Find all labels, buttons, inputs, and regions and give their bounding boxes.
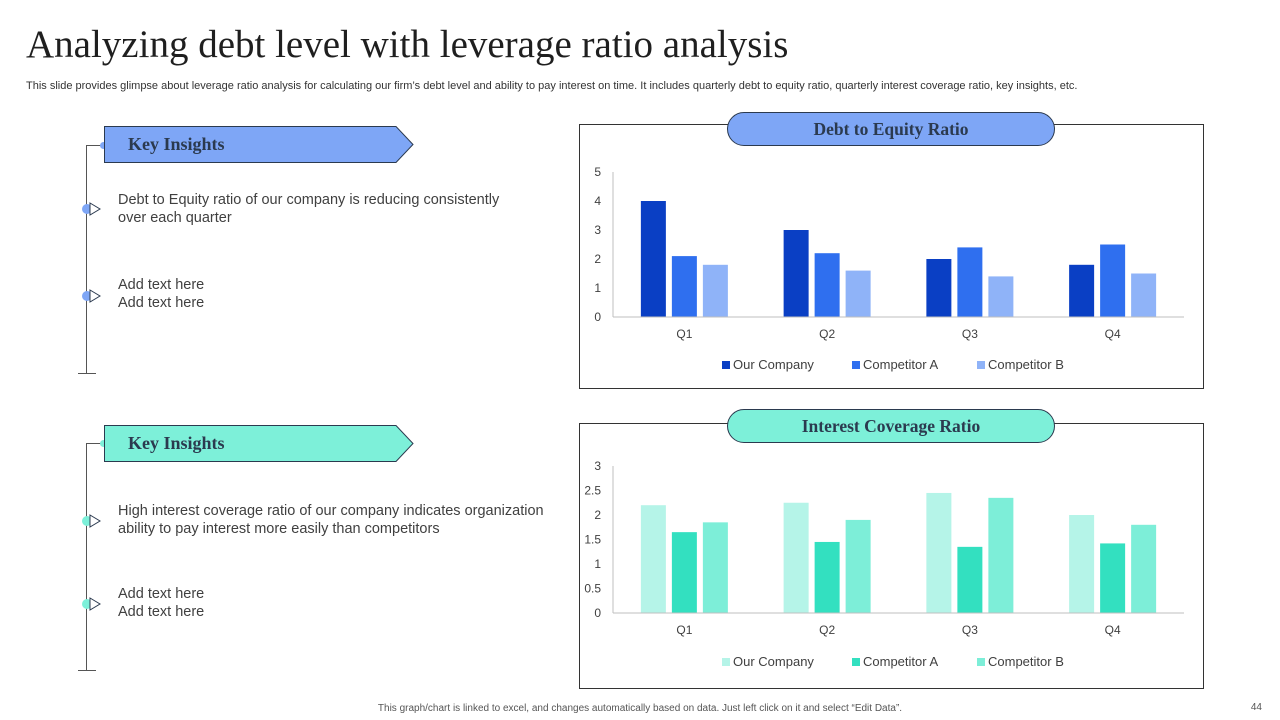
y-tick-label: 1.5: [584, 533, 601, 547]
timeline-line: [86, 145, 87, 374]
timeline-end-cap: [78, 373, 96, 374]
bar-our-company-q4: [1069, 515, 1095, 613]
y-tick-label: 0: [594, 310, 601, 324]
bullet-arrow-icon: [80, 596, 102, 612]
bar-competitor-a-q4: [1100, 543, 1126, 613]
bar-competitor-b-q2: [845, 519, 871, 613]
y-tick-label: 3: [594, 223, 601, 237]
legend-label: Our Company: [733, 357, 814, 372]
x-tick-label: Q3: [962, 327, 978, 341]
bar-competitor-b-q1: [702, 264, 728, 317]
legend-swatch: [977, 361, 985, 369]
interest-coverage-chart: 0 0.5 1 1.5 2 2.5 3 Q1 Q2 Q3 Q4 Our Company Competit…: [584, 459, 1184, 669]
page-number: 44: [1250, 702, 1262, 713]
legend-label: Our Company: [733, 654, 814, 669]
timeline-end-cap: [78, 670, 96, 671]
y-tick-label: 1: [594, 281, 601, 295]
bar-competitor-a-q3: [957, 247, 983, 317]
legend-swatch: [852, 658, 860, 666]
x-tick-label: Q3: [962, 623, 978, 637]
bar-competitor-a-q2: [814, 541, 840, 613]
x-tick-label: Q4: [1105, 327, 1121, 341]
page-subtitle: This slide provides glimpse about levera…: [26, 80, 1078, 92]
banner-shape: [104, 425, 414, 462]
x-tick-label: Q2: [819, 623, 835, 637]
bar-competitor-a-q3: [957, 546, 983, 613]
bar-our-company-q2: [783, 230, 809, 317]
debt-equity-chart: 0 1 2 3 4 5 Q1 Q2 Q3 Q4 Our Company Competitor A Com…: [594, 165, 1184, 372]
banner-label: Key Insights: [128, 433, 225, 453]
bar-our-company-q2: [783, 502, 809, 613]
key-insights-banner: Key Insights: [104, 425, 414, 462]
bar-competitor-b-q3: [988, 276, 1014, 317]
insight-text: Add text here Add text here: [118, 586, 205, 620]
y-tick-label: 0: [594, 606, 601, 620]
timeline-line: [86, 443, 87, 671]
bar-competitor-a-q1: [671, 532, 697, 613]
bar-our-company-q3: [926, 259, 952, 317]
y-tick-label: 1: [594, 557, 601, 571]
bar-competitor-b-q2: [845, 270, 871, 317]
legend-swatch: [852, 361, 860, 369]
bar-competitor-a-q4: [1100, 244, 1126, 317]
timeline-node: [100, 142, 107, 149]
y-tick-label: 5: [594, 165, 601, 179]
bar-our-company-q1: [640, 201, 666, 317]
x-tick-label: Q2: [819, 327, 835, 341]
y-tick-label: 2: [594, 252, 601, 266]
x-tick-label: Q1: [676, 327, 692, 341]
banner-label: Key Insights: [128, 134, 225, 154]
bar-competitor-b-q4: [1131, 524, 1157, 613]
bar-competitor-b-q3: [988, 497, 1014, 613]
bullet-arrow-icon: [80, 201, 102, 217]
y-tick-label: 0.5: [584, 582, 601, 596]
timeline-connector: [86, 443, 104, 444]
timeline-connector: [86, 145, 104, 146]
legend-swatch: [977, 658, 985, 666]
y-tick-label: 2: [594, 508, 601, 522]
chart-title: Debt to Equity Ratio: [727, 112, 1055, 146]
x-tick-label: Q4: [1105, 623, 1121, 637]
bar-competitor-b-q4: [1131, 273, 1157, 317]
legend-label: Competitor B: [988, 654, 1064, 669]
y-tick-label: 2.5: [584, 484, 601, 498]
bar-our-company-q3: [926, 492, 952, 613]
insight-text: Add text here Add text here: [118, 277, 205, 311]
bar-our-company-q1: [640, 505, 666, 613]
bullet-arrow-icon: [80, 288, 102, 304]
x-tick-label: Q1: [676, 623, 692, 637]
bullet-arrow-icon: [80, 513, 102, 529]
bar-competitor-b-q1: [702, 522, 728, 613]
bar-competitor-a-q1: [671, 256, 697, 317]
footer-note: This graph/chart is linked to excel, and…: [377, 703, 903, 714]
timeline-node: [100, 440, 107, 447]
insight-text: Debt to Equity ratio of our company is r…: [118, 192, 500, 226]
bar-competitor-a-q2: [814, 253, 840, 317]
legend-label: Competitor A: [863, 654, 938, 669]
key-insights-banner: Key Insights: [104, 126, 414, 163]
legend-swatch: [722, 361, 730, 369]
bar-our-company-q4: [1069, 264, 1095, 317]
legend-swatch: [722, 658, 730, 666]
legend-label: Competitor B: [988, 357, 1064, 372]
legend-label: Competitor A: [863, 357, 938, 372]
page-title: Analyzing debt level with leverage ratio…: [26, 23, 789, 66]
banner-shape: [104, 126, 414, 163]
chart-title: Interest Coverage Ratio: [727, 409, 1055, 443]
y-tick-label: 4: [594, 194, 601, 208]
y-tick-label: 3: [594, 459, 601, 473]
insight-text: High interest coverage ratio of our comp…: [118, 503, 544, 537]
